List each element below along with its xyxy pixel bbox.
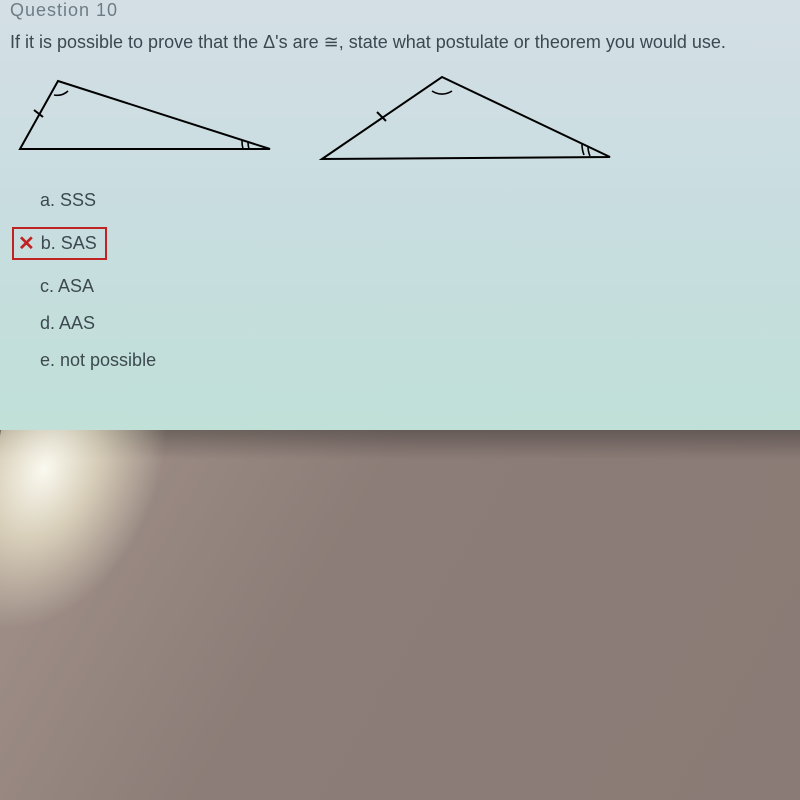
option-b-label: b. SAS: [41, 233, 97, 254]
options-list: a. SSS ✕ b. SAS c. ASA d. AAS e. not pos…: [0, 190, 800, 371]
triangle-left-svg: [10, 67, 280, 162]
question-header: Question 10: [0, 0, 800, 21]
option-a[interactable]: a. SSS: [40, 190, 800, 211]
triangle-left-right-angle-arc-inner: [242, 140, 243, 149]
triangle-right-svg: [310, 67, 620, 167]
option-b[interactable]: ✕ b. SAS: [40, 227, 800, 260]
option-d[interactable]: d. AAS: [40, 313, 800, 334]
light-glare: [0, 430, 171, 630]
triangle-figure-left: [10, 67, 280, 172]
option-d-label: d. AAS: [40, 313, 95, 334]
triangle-left-top-angle-arc: [54, 91, 68, 95]
question-prompt: If it is possible to prove that the Δ's …: [0, 26, 800, 67]
triangle-figure-right: [310, 67, 620, 172]
x-icon: ✕: [18, 234, 35, 254]
figures-row: [0, 67, 800, 172]
desk-surface: [0, 430, 800, 800]
option-a-label: a. SSS: [40, 190, 96, 211]
triangle-right-top-angle-arc: [432, 91, 452, 94]
option-c[interactable]: c. ASA: [40, 276, 800, 297]
option-b-wrong-indicator: ✕ b. SAS: [12, 227, 107, 260]
quiz-screen: Question 10 If it is possible to prove t…: [0, 0, 800, 430]
option-c-label: c. ASA: [40, 276, 94, 297]
option-e[interactable]: e. not possible: [40, 350, 800, 371]
triangle-left-shape: [20, 81, 270, 149]
option-e-label: e. not possible: [40, 350, 156, 371]
triangle-right-shape: [322, 77, 610, 159]
